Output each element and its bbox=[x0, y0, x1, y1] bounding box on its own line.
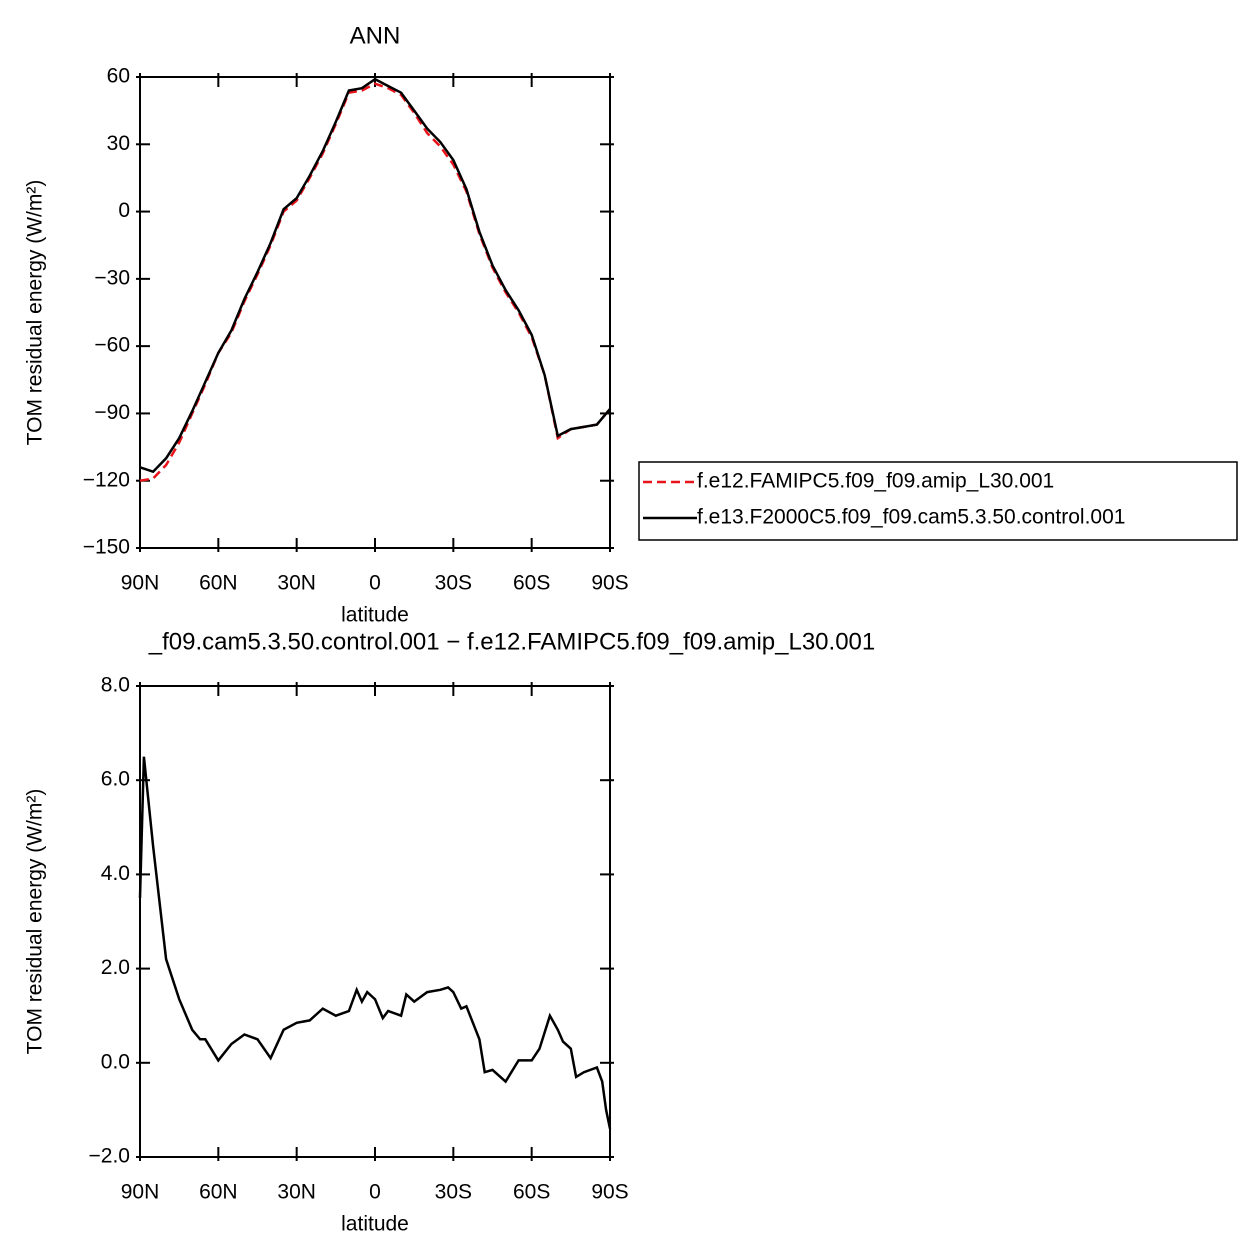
chart-title: ANN bbox=[350, 22, 401, 49]
y-tick-label: 0 bbox=[118, 199, 130, 222]
y-tick-label: 60 bbox=[107, 65, 130, 88]
data-line bbox=[139, 82, 611, 482]
x-tick-label: 30N bbox=[277, 1181, 316, 1204]
data-line bbox=[139, 77, 611, 474]
x-tick-label: 60S bbox=[513, 572, 550, 595]
x-tick-label: 30S bbox=[435, 572, 472, 595]
y-tick-label: 4.0 bbox=[101, 862, 130, 885]
x-axis-label: latitude bbox=[341, 604, 409, 627]
y-tick-label: −60 bbox=[94, 334, 130, 357]
y-tick-label: 0.0 bbox=[101, 1050, 130, 1073]
x-axis-label: latitude bbox=[341, 1213, 409, 1236]
legend-label: f.e13.F2000C5.f09_f09.cam5.3.50.control.… bbox=[697, 506, 1125, 529]
x-tick-label: 60N bbox=[199, 1181, 238, 1204]
x-tick-label: 0 bbox=[369, 572, 381, 595]
y-tick-label: −150 bbox=[83, 536, 130, 559]
y-tick-label: 2.0 bbox=[101, 956, 130, 979]
data-line bbox=[138, 756, 612, 1129]
legend-label: f.e12.FAMIPC5.f09_f09.amip_L30.001 bbox=[697, 470, 1054, 493]
y-axis-label: TOM residual energy (W/m²) bbox=[24, 180, 47, 446]
x-tick-label: 30N bbox=[277, 572, 316, 595]
y-tick-label: 8.0 bbox=[101, 674, 130, 697]
x-tick-label: 90S bbox=[591, 572, 628, 595]
y-tick-label: −90 bbox=[94, 401, 130, 424]
y-tick-label: −120 bbox=[83, 468, 130, 491]
y-axis-label: TOM residual energy (W/m²) bbox=[24, 789, 47, 1055]
chart-title: _f09.cam5.3.50.control.001 − f.e12.FAMIP… bbox=[148, 628, 875, 655]
plot-frame bbox=[139, 76, 611, 549]
plot-frame bbox=[139, 685, 611, 1158]
x-tick-label: 60N bbox=[199, 572, 238, 595]
x-tick-label: 60S bbox=[513, 1181, 550, 1204]
x-tick-label: 90S bbox=[591, 1181, 628, 1204]
legend-box bbox=[638, 461, 1238, 541]
y-tick-label: −30 bbox=[94, 266, 130, 289]
y-tick-label: 6.0 bbox=[101, 768, 130, 791]
y-tick-label: −2.0 bbox=[89, 1145, 130, 1168]
y-tick-label: 30 bbox=[107, 132, 130, 155]
x-tick-label: 30S bbox=[435, 1181, 472, 1204]
x-tick-label: 90N bbox=[121, 1181, 160, 1204]
x-tick-label: 0 bbox=[369, 1181, 381, 1204]
x-tick-label: 90N bbox=[121, 572, 160, 595]
